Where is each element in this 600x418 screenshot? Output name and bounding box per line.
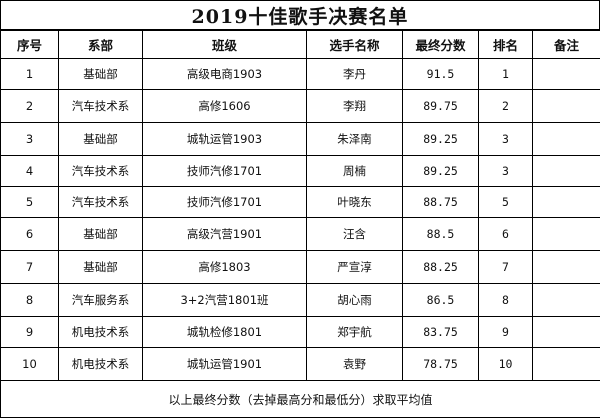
- remark-cell: [533, 156, 600, 187]
- contestant-name-cell: 朱泽南: [307, 123, 403, 156]
- rank-cell: 1: [479, 59, 533, 90]
- rank-cell: 5: [479, 187, 533, 218]
- contestant-name-cell: 郑宇航: [307, 317, 403, 348]
- contestant-name-cell: 胡心雨: [307, 284, 403, 317]
- final-score-cell: 91.5: [403, 59, 479, 90]
- row-number-cell: 9: [1, 317, 59, 348]
- remark-cell: [533, 218, 600, 251]
- header-dept: 系部: [59, 31, 143, 59]
- class-cell: 城轨检修1801: [143, 317, 307, 348]
- header-score: 最终分数: [403, 31, 479, 59]
- department-cell: 基础部: [59, 59, 143, 90]
- row-number-cell: 7: [1, 251, 59, 284]
- footer-note: 以上最终分数（去掉最高分和最低分）求取平均值: [1, 381, 600, 418]
- department-cell: 基础部: [59, 123, 143, 156]
- class-cell: 城轨运管1903: [143, 123, 307, 156]
- row-number-cell: 3: [1, 123, 59, 156]
- contestant-name-cell: 袁野: [307, 348, 403, 381]
- class-cell: 3+2汽营1801班: [143, 284, 307, 317]
- final-score-cell: 78.75: [403, 348, 479, 381]
- header-no: 序号: [1, 31, 59, 59]
- department-cell: 机电技术系: [59, 317, 143, 348]
- rank-cell: 3: [479, 123, 533, 156]
- header-rank: 排名: [479, 31, 533, 59]
- rank-cell: 2: [479, 90, 533, 123]
- row-number-cell: 2: [1, 90, 59, 123]
- department-cell: 汽车服务系: [59, 284, 143, 317]
- class-cell: 高级汽营1901: [143, 218, 307, 251]
- remark-cell: [533, 348, 600, 381]
- class-cell: 技师汽修1701: [143, 187, 307, 218]
- contestant-name-cell: 李翔: [307, 90, 403, 123]
- department-cell: 汽车技术系: [59, 187, 143, 218]
- department-cell: 机电技术系: [59, 348, 143, 381]
- rank-cell: 8: [479, 284, 533, 317]
- class-cell: 高修1803: [143, 251, 307, 284]
- class-cell: 高修1606: [143, 90, 307, 123]
- rank-cell: 9: [479, 317, 533, 348]
- header-name: 选手名称: [307, 31, 403, 59]
- final-score-cell: 89.25: [403, 123, 479, 156]
- header-note: 备注: [533, 31, 600, 59]
- remark-cell: [533, 123, 600, 156]
- footer-row: 以上最终分数（去掉最高分和最低分）求取平均值: [1, 381, 600, 418]
- rank-cell: 3: [479, 156, 533, 187]
- department-cell: 汽车技术系: [59, 90, 143, 123]
- final-score-cell: 88.5: [403, 218, 479, 251]
- row-number-cell: 5: [1, 187, 59, 218]
- remark-cell: [533, 187, 600, 218]
- final-score-cell: 83.75: [403, 317, 479, 348]
- remark-cell: [533, 317, 600, 348]
- department-cell: 基础部: [59, 218, 143, 251]
- remark-cell: [533, 284, 600, 317]
- department-cell: 汽车技术系: [59, 156, 143, 187]
- class-cell: 技师汽修1701: [143, 156, 307, 187]
- final-score-cell: 89.25: [403, 156, 479, 187]
- contestant-name-cell: 叶晓东: [307, 187, 403, 218]
- rank-cell: 10: [479, 348, 533, 381]
- class-cell: 城轨运管1901: [143, 348, 307, 381]
- contestant-name-cell: 李丹: [307, 59, 403, 90]
- row-number-cell: 10: [1, 348, 59, 381]
- row-number-cell: 4: [1, 156, 59, 187]
- department-cell: 基础部: [59, 251, 143, 284]
- final-score-cell: 86.5: [403, 284, 479, 317]
- final-score-cell: 89.75: [403, 90, 479, 123]
- rank-cell: 7: [479, 251, 533, 284]
- rank-cell: 6: [479, 218, 533, 251]
- contestant-name-cell: 严宣淳: [307, 251, 403, 284]
- final-score-cell: 88.25: [403, 251, 479, 284]
- row-number-cell: 1: [1, 59, 59, 90]
- remark-cell: [533, 251, 600, 284]
- row-number-cell: 8: [1, 284, 59, 317]
- remark-cell: [533, 59, 600, 90]
- contestant-name-cell: 汪含: [307, 218, 403, 251]
- class-cell: 高级电商1903: [143, 59, 307, 90]
- header-row: 序号 系部 班级 选手名称 最终分数 排名 备注: [1, 31, 600, 59]
- header-class: 班级: [143, 31, 307, 59]
- contestant-name-cell: 周楠: [307, 156, 403, 187]
- row-number-cell: 6: [1, 218, 59, 251]
- sheet-title: 2019十佳歌手决赛名单: [0, 0, 600, 30]
- remark-cell: [533, 90, 600, 123]
- final-score-cell: 88.75: [403, 187, 479, 218]
